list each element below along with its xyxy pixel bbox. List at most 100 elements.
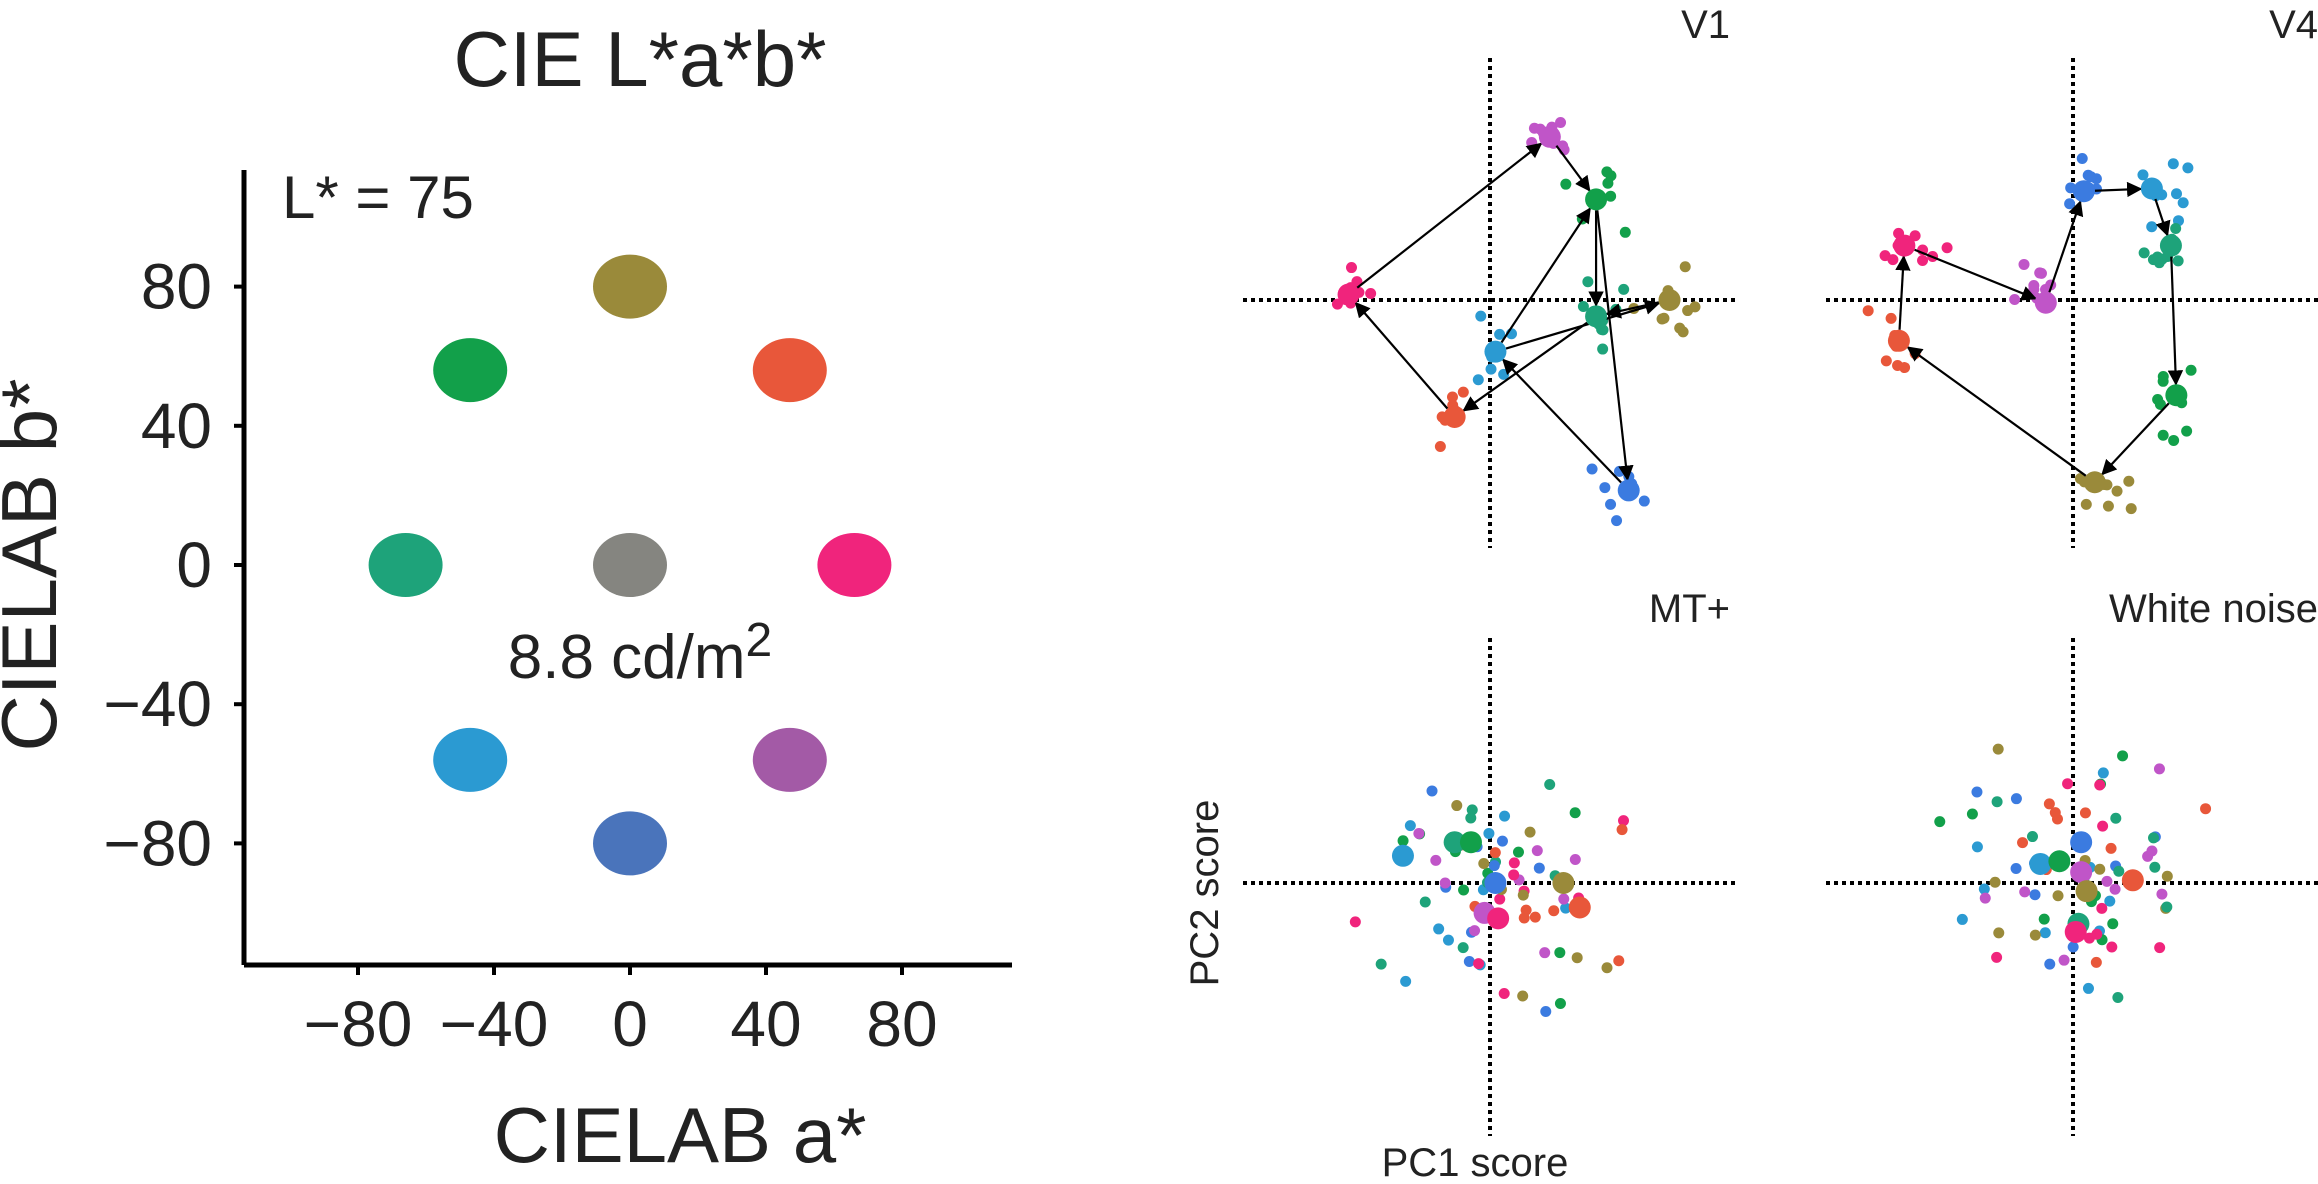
trajectory-arrow (1555, 144, 1591, 192)
run-point (2079, 807, 2091, 819)
y-tick-label: 40 (141, 390, 212, 462)
run-point (2137, 169, 2149, 181)
run-point (1375, 958, 1387, 970)
mean-point (1443, 405, 1466, 428)
trajectory-arrow (1500, 207, 1591, 344)
run-point (1413, 828, 1425, 840)
run-point (1602, 177, 1614, 189)
color-stimulus-3 (752, 727, 827, 792)
mean-point (1617, 479, 1640, 502)
run-point (1540, 1005, 1552, 1017)
run-point (2185, 364, 2197, 376)
mean-point (1391, 844, 1414, 867)
run-point (1517, 889, 1529, 901)
run-point (1544, 779, 1556, 791)
pc1-axis-label: PC1 score (1382, 1141, 1569, 1184)
run-point (1554, 998, 1566, 1010)
run-point (1517, 990, 1529, 1002)
run-point (1619, 226, 1631, 238)
mean-point (2083, 471, 2106, 494)
run-point (1498, 988, 1510, 1000)
mean-point (2048, 850, 2071, 873)
mean-point (1568, 896, 1591, 919)
run-point (1439, 877, 1451, 889)
run-point (1489, 847, 1501, 859)
run-point (1400, 975, 1412, 987)
run-point (1956, 913, 1968, 925)
color-stimulus-4 (593, 811, 667, 876)
run-point (1349, 916, 1361, 928)
trajectory-arrow (2167, 256, 2184, 386)
run-point (1526, 136, 1538, 148)
run-point (2154, 398, 2166, 410)
run-point (1558, 893, 1570, 905)
trajectory-arrow (1596, 210, 1634, 481)
x-tick-label: 80 (866, 988, 937, 1060)
run-point (2101, 875, 2113, 887)
cielab-points (368, 254, 892, 876)
run-point (2028, 279, 2040, 291)
mean-point (1585, 305, 1608, 328)
trajectory-arrow (1605, 301, 1660, 319)
run-point (2038, 913, 2050, 925)
run-point (1605, 190, 1617, 202)
run-point (2156, 888, 2168, 900)
run-point (1582, 276, 1594, 288)
run-point (2182, 162, 2194, 174)
mean-point (2075, 880, 2098, 903)
run-point (1679, 261, 1691, 273)
run-point (1465, 812, 1477, 824)
run-point (2106, 941, 2118, 953)
run-point (1430, 854, 1442, 866)
run-point (2064, 198, 2076, 210)
run-point (1499, 810, 1511, 822)
run-point (1496, 835, 1508, 847)
mean-point (1658, 289, 1681, 311)
run-point (1446, 391, 1458, 403)
mean-point (1552, 872, 1575, 894)
x-tick-label: −80 (304, 988, 413, 1060)
run-point (1419, 896, 1431, 908)
mean-point (2159, 234, 2182, 257)
run-point (1611, 515, 1623, 527)
run-point (1638, 495, 1650, 507)
run-point (1365, 287, 1377, 299)
trajectory-arrow (1914, 248, 2038, 301)
run-point (2177, 197, 2189, 209)
run-point (1880, 355, 1892, 367)
mean-point (1887, 329, 1910, 352)
run-point (1473, 958, 1485, 970)
pca-panel-0: V1 (1243, 3, 1735, 548)
run-point (1601, 962, 1613, 974)
run-point (1885, 312, 1897, 324)
luminance-superscript: 2 (746, 614, 773, 667)
color-stimulus-6 (368, 533, 443, 597)
run-point (2157, 429, 2169, 441)
color-stimulus-8 (593, 533, 667, 597)
mean-point (1487, 907, 1510, 930)
run-point (1469, 925, 1481, 937)
run-point (2147, 254, 2159, 266)
cielab-title: CIE L*a*b* (454, 15, 827, 103)
run-point (1457, 942, 1469, 954)
run-point (2153, 763, 2165, 775)
run-point (1433, 923, 1445, 935)
run-point (2149, 861, 2161, 873)
mean-point (1538, 125, 1561, 148)
mean-point (1484, 340, 1507, 363)
run-point (1991, 951, 2003, 963)
run-point (2105, 842, 2117, 854)
mean-point (1337, 283, 1360, 306)
run-point (2091, 928, 2103, 940)
run-point (1971, 841, 1983, 853)
run-point (2082, 982, 2094, 994)
run-point (1674, 322, 1686, 334)
color-stimulus-7 (433, 338, 508, 403)
run-point (2018, 258, 2030, 270)
color-stimulus-0 (593, 254, 667, 319)
run-point (1993, 927, 2005, 939)
run-point (1518, 912, 1530, 924)
run-point (1529, 911, 1541, 923)
run-point (2094, 779, 2106, 791)
run-point (1560, 902, 1572, 914)
